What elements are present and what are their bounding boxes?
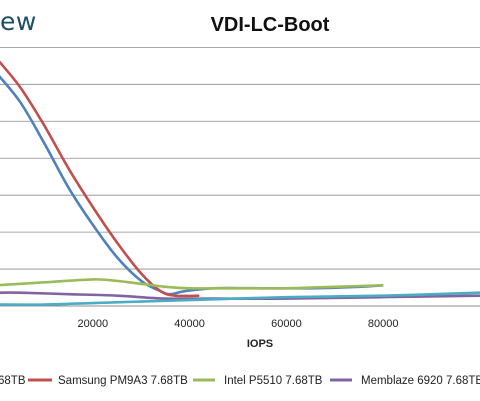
x-tick-label: 80000	[368, 318, 399, 330]
gridlines	[0, 46, 480, 307]
legend-label: 68TB	[0, 375, 26, 387]
x-tick-label: 40000	[174, 318, 205, 330]
chart-title: VDI-LC-Boot	[210, 14, 330, 36]
series-line-4	[0, 291, 480, 301]
legend-label: Intel P5510 7.68TB	[224, 375, 323, 387]
series-line-1	[0, 75, 384, 296]
series-lines	[0, 60, 480, 306]
series-line-3	[0, 278, 384, 290]
x-tick-labels: 20000 40000 60000 80000	[78, 318, 399, 330]
series-line-5	[0, 291, 480, 306]
x-tick-label: 20000	[78, 318, 109, 330]
series-line-2	[0, 60, 200, 298]
x-tick-label: 60000	[271, 318, 302, 330]
legend-label: Memblaze 6920 7.68TB	[361, 375, 480, 387]
legend: 68TB Samsung PM9A3 7.68TB Intel P5510 7.68…	[0, 375, 480, 387]
legend-label: Samsung PM9A3 7.68TB	[58, 375, 188, 387]
x-axis-label: IOPS	[247, 338, 273, 350]
logo-fragment: ew	[0, 7, 37, 36]
